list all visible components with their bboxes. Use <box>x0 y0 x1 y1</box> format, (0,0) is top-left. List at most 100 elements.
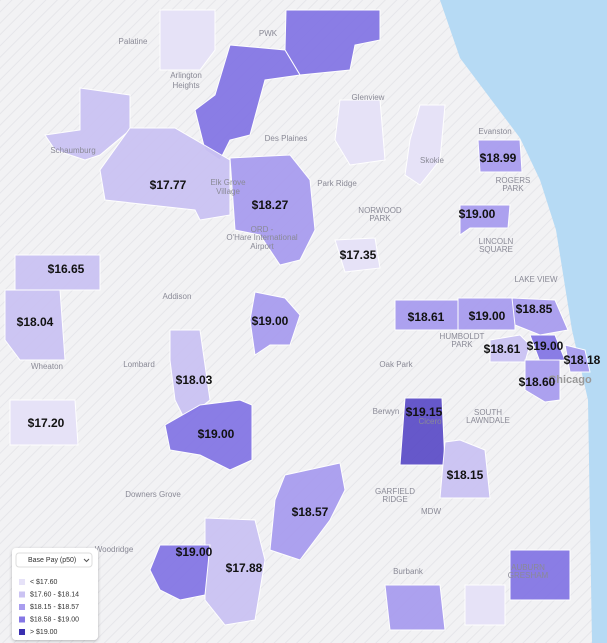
region <box>14 254 101 291</box>
legend-dropdown[interactable] <box>15 552 93 568</box>
region <box>334 99 386 166</box>
place-label: LAKE VIEW <box>514 275 558 284</box>
place-label: Lombard <box>123 360 155 369</box>
region <box>404 104 446 186</box>
place-label: Heights <box>172 81 199 90</box>
place-label: NORWOOD <box>358 206 402 215</box>
legend-swatch <box>19 629 25 635</box>
place-label: Burbank <box>393 567 424 576</box>
place-label: Elk Grove <box>210 178 246 187</box>
region <box>384 584 446 631</box>
place-label: SOUTH <box>474 408 502 417</box>
place-label: Schaumburg <box>50 146 95 155</box>
legend-title: Base Pay (p50) <box>28 557 76 564</box>
pay-label: $18.57 <box>292 505 329 519</box>
pay-label: $19.15 <box>406 405 443 419</box>
legend-swatch <box>19 604 25 610</box>
region <box>334 237 381 273</box>
place-label: Arlington <box>170 71 202 80</box>
pay-label: $18.18 <box>564 353 601 367</box>
pay-labels: $17.77 $18.27 $18.99 $19.00 $17.35 $16.65 $18.… <box>17 151 601 575</box>
legend-label: > $19.00 <box>30 629 58 636</box>
place-label: ROGERS <box>496 176 531 185</box>
place-label: LINCOLN <box>479 237 514 246</box>
place-label: Woodridge <box>95 545 134 554</box>
pay-label: $17.77 <box>150 178 187 192</box>
region <box>564 344 591 373</box>
pay-label: $18.61 <box>408 310 445 324</box>
pay-label: $18.60 <box>519 375 556 389</box>
place-label: RIDGE <box>382 495 407 504</box>
region <box>159 9 216 71</box>
pay-label: $17.35 <box>340 248 377 262</box>
place-label: PARK <box>369 214 391 223</box>
pay-label: $16.65 <box>48 262 85 276</box>
region <box>194 44 301 161</box>
pay-label: $17.88 <box>226 561 263 575</box>
legend-label: $18.15 - $18.57 <box>30 604 79 611</box>
region <box>149 544 211 601</box>
place-label: ORD - <box>251 225 274 234</box>
region <box>4 289 66 361</box>
place-label: Addison <box>163 292 192 301</box>
legend: Base Pay (p50) < $17.60 $17.60 - $18.14 $1… <box>12 548 98 640</box>
pay-label: $18.15 <box>447 468 484 482</box>
lake <box>440 0 607 643</box>
region <box>99 127 231 221</box>
place-label: Downers Grove <box>125 490 181 499</box>
legend-label: $17.60 - $18.14 <box>30 591 79 598</box>
place-label: Village <box>216 187 240 196</box>
pay-label: $18.99 <box>480 151 517 165</box>
legend-swatch <box>19 591 25 598</box>
region <box>164 399 253 471</box>
region <box>249 291 301 356</box>
pay-label: $18.27 <box>252 198 289 212</box>
legend-items: < $17.60 $17.60 - $18.14 $18.15 - $18.57 $1… <box>19 579 79 636</box>
legend-swatch <box>19 616 25 623</box>
legend-box <box>12 548 98 640</box>
place-label: Oak Park <box>379 360 413 369</box>
legend-swatch <box>19 579 25 585</box>
place-label: AUBURN <box>511 563 545 572</box>
place-label: Airport <box>250 242 274 251</box>
pay-label: $18.61 <box>484 342 521 356</box>
region <box>529 334 566 363</box>
region <box>439 439 491 499</box>
place-label: PARK <box>502 184 524 193</box>
place-label: Cicero <box>418 417 442 426</box>
region <box>477 139 523 173</box>
place-label: HUMBOLDT <box>440 332 485 341</box>
place-label: O'Hare International <box>226 233 298 242</box>
pay-label: $19.00 <box>252 314 289 328</box>
region <box>489 334 531 363</box>
pay-label: $18.04 <box>17 315 54 329</box>
pay-label: $18.85 <box>516 302 553 316</box>
pay-label: $18.03 <box>176 373 213 387</box>
pay-label: $19.00 <box>469 309 506 323</box>
pay-label: $19.00 <box>459 207 496 221</box>
place-label: Des Plaines <box>265 134 308 143</box>
legend-label: $18.58 - $19.00 <box>30 616 79 623</box>
regions <box>4 9 591 631</box>
region <box>269 462 346 561</box>
legend-label: < $17.60 <box>30 579 58 586</box>
pay-label: $17.20 <box>28 416 65 430</box>
pay-label: $19.00 <box>527 339 564 353</box>
region <box>459 204 511 236</box>
place-label: MDW <box>421 507 441 516</box>
pay-label: $19.00 <box>176 545 213 559</box>
region <box>509 549 571 601</box>
region <box>511 297 569 336</box>
region <box>457 297 516 331</box>
place-label: Park Ridge <box>317 179 357 188</box>
place-label: Berwyn <box>373 407 400 416</box>
place-label: PARK <box>451 340 473 349</box>
region <box>9 399 79 446</box>
region <box>229 154 316 266</box>
region <box>524 359 561 403</box>
place-label: Wheaton <box>31 362 63 371</box>
place-label: GARFIELD <box>375 487 415 496</box>
place-label: Chicago <box>548 374 592 386</box>
